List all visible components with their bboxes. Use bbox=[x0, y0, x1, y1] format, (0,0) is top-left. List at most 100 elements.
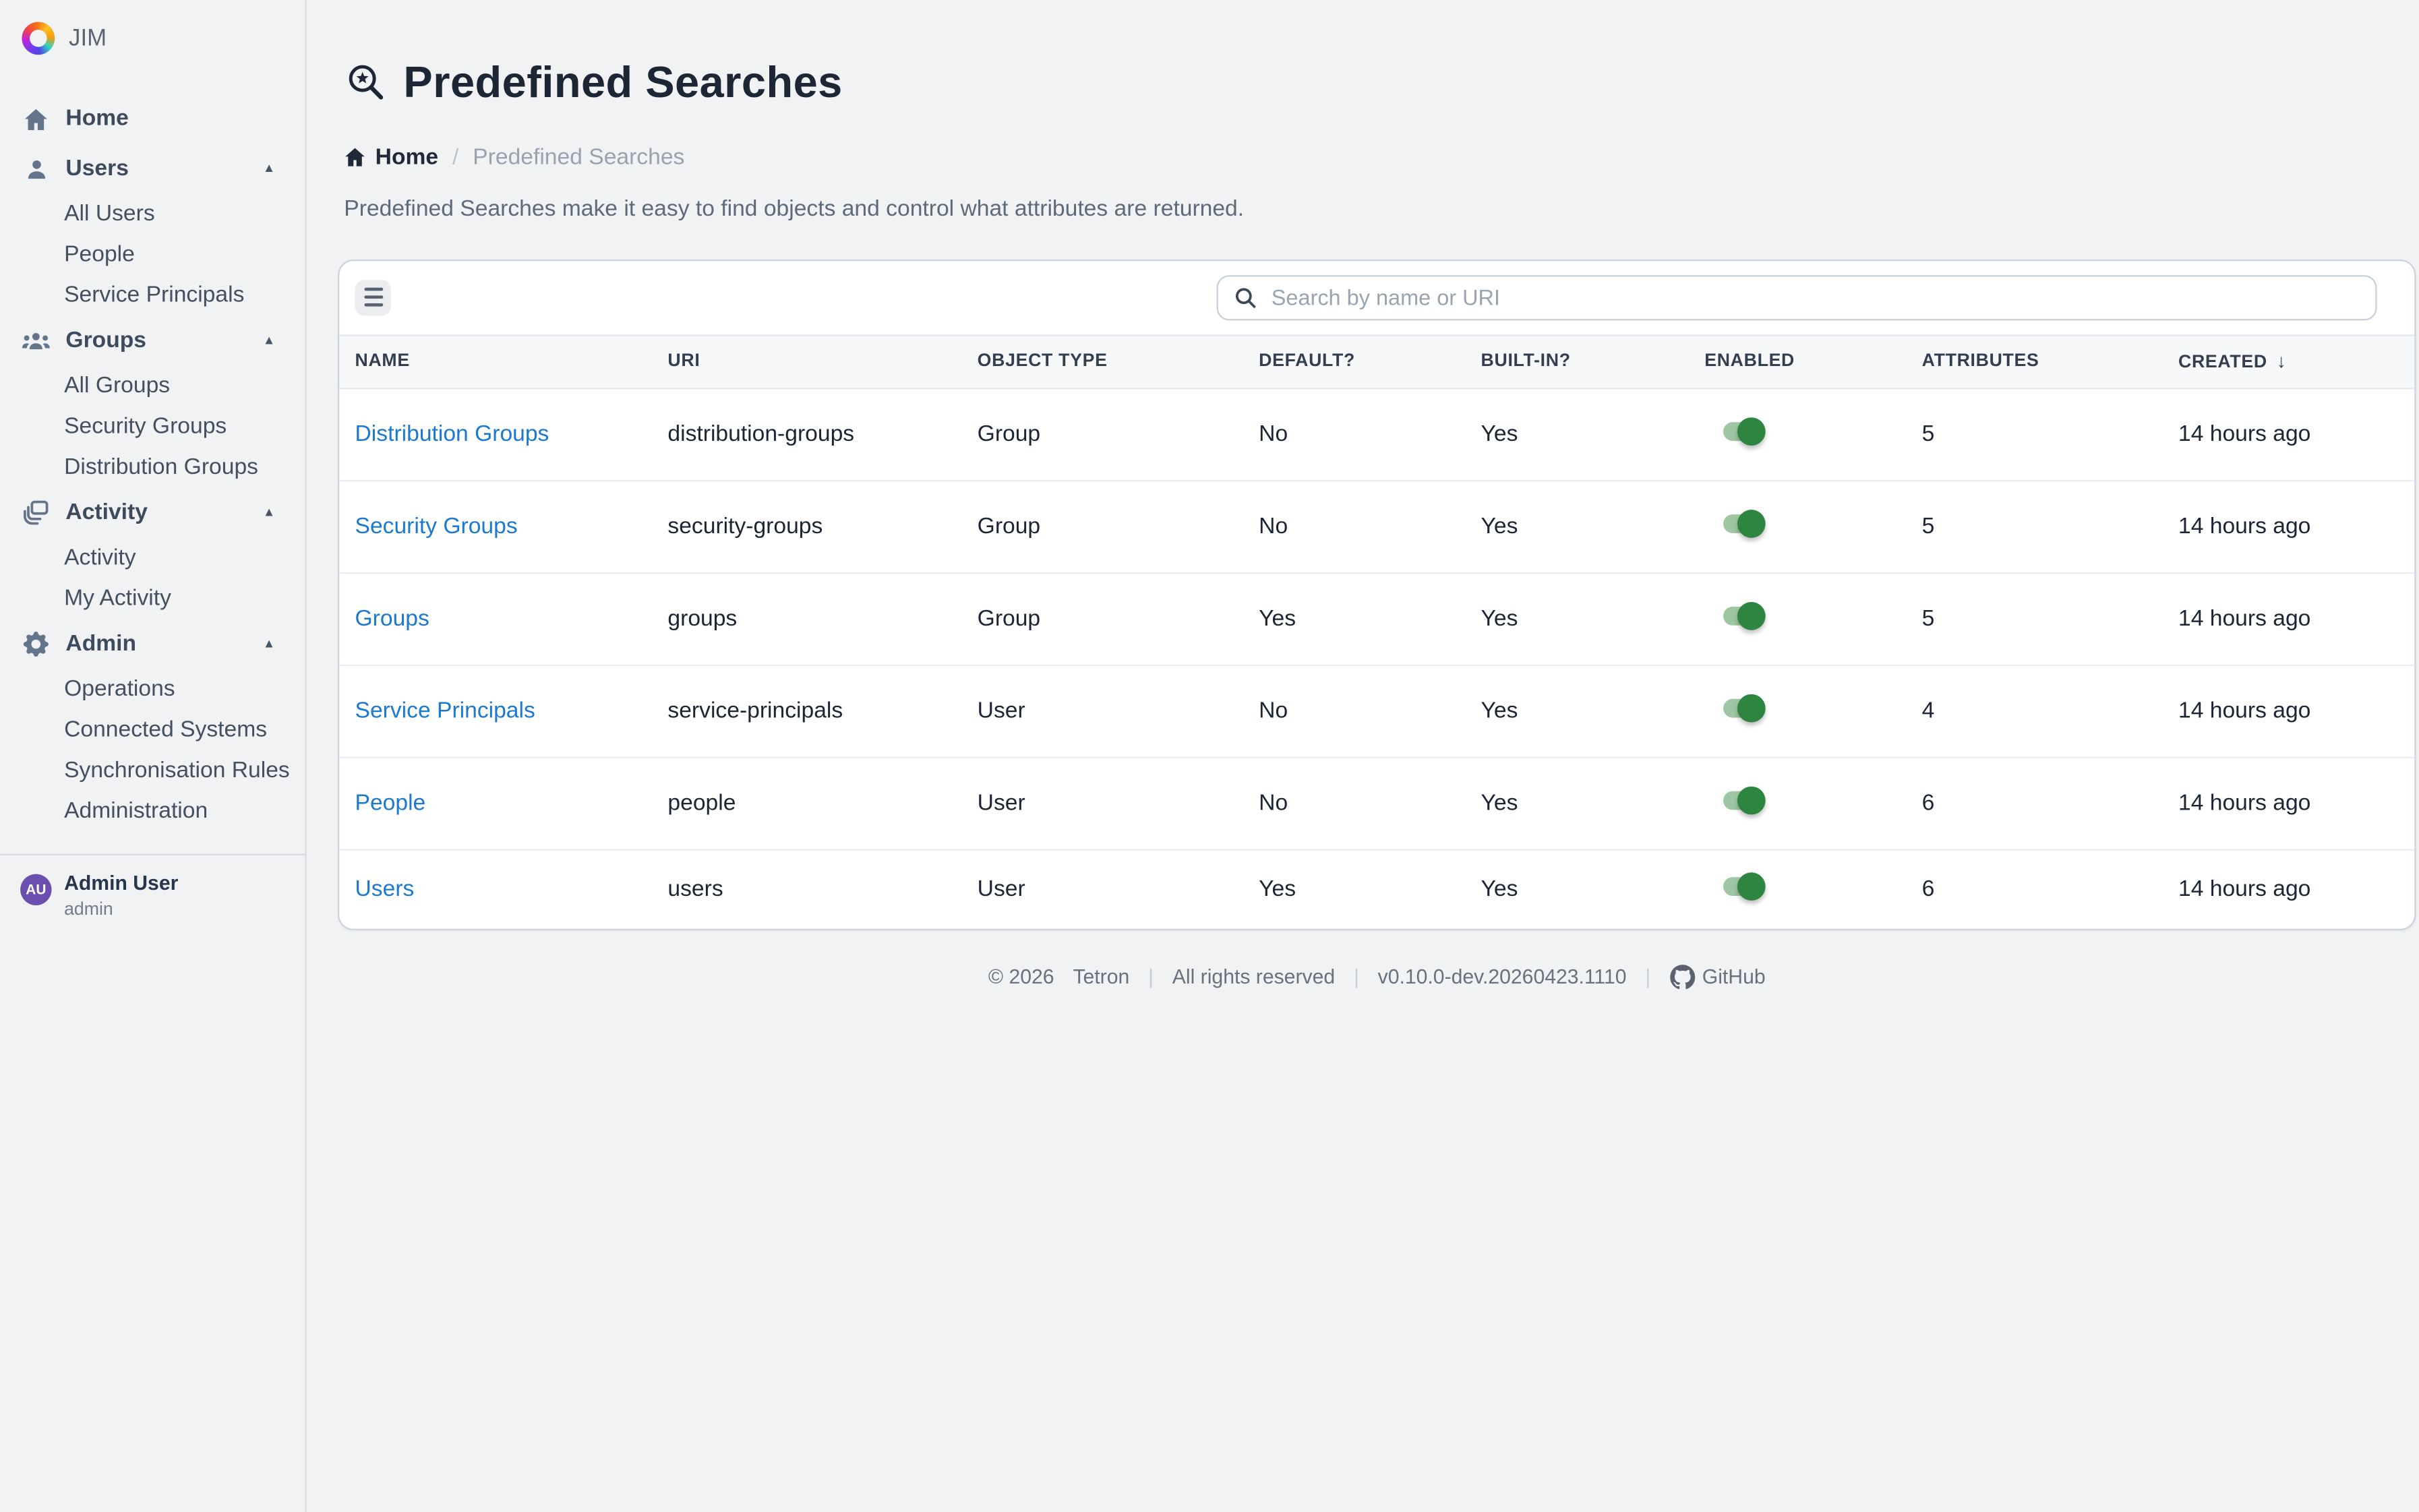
column-header-object-type[interactable]: OBJECT TYPE bbox=[977, 351, 1108, 371]
toggle-knob bbox=[1737, 693, 1766, 722]
row-uri: distribution-groups bbox=[667, 421, 855, 447]
predefined-searches-card: NAME URI OBJECT TYPE DEFAULT? BUILT-IN? ENABL… bbox=[338, 258, 2416, 930]
search-input[interactable] bbox=[1216, 274, 2377, 320]
enabled-toggle[interactable] bbox=[1723, 417, 1766, 445]
footer-copyright: © 2026 bbox=[988, 965, 1054, 988]
row-object-type: User bbox=[977, 876, 1025, 902]
row-name-link[interactable]: Security Groups bbox=[355, 513, 518, 539]
row-object-type: User bbox=[977, 790, 1025, 816]
sidebar-item-all-users[interactable]: All Users bbox=[64, 202, 155, 227]
row-created: 14 hours ago bbox=[2178, 790, 2311, 816]
row-default: No bbox=[1259, 698, 1288, 723]
hamburger-icon bbox=[363, 287, 383, 291]
app-logo-icon bbox=[22, 22, 55, 55]
sidebar-item-service-principals[interactable]: Service Principals bbox=[64, 282, 245, 308]
enabled-toggle[interactable] bbox=[1723, 693, 1766, 722]
search-icon bbox=[1235, 287, 1256, 307]
github-link[interactable]: GitHub bbox=[1669, 963, 1766, 989]
enabled-toggle[interactable] bbox=[1723, 601, 1766, 630]
sidebar-item-activity[interactable]: Activity bbox=[64, 545, 136, 571]
user-icon bbox=[22, 157, 50, 181]
enabled-toggle[interactable] bbox=[1723, 872, 1766, 900]
row-uri: people bbox=[667, 790, 736, 816]
chevron-up-icon[interactable]: ▲ bbox=[262, 636, 276, 651]
sort-descending-icon: ↓ bbox=[2276, 350, 2287, 373]
footer-rights: All rights reserved bbox=[1172, 965, 1336, 988]
sidebar-item-groups[interactable]: Groups ▲ bbox=[0, 316, 305, 366]
row-name-link[interactable]: Groups bbox=[355, 605, 429, 631]
home-icon bbox=[22, 107, 50, 131]
footer-separator: | bbox=[1148, 965, 1154, 988]
sidebar-item-home[interactable]: Home bbox=[0, 94, 305, 144]
chevron-up-icon[interactable]: ▲ bbox=[262, 333, 276, 347]
row-object-type: Group bbox=[977, 513, 1041, 539]
row-object-type: Group bbox=[977, 421, 1041, 447]
enabled-toggle[interactable] bbox=[1723, 508, 1766, 537]
gear-icon bbox=[22, 632, 50, 657]
column-header-uri[interactable]: URI bbox=[667, 351, 700, 371]
column-header-built-in[interactable]: BUILT-IN? bbox=[1481, 351, 1571, 371]
row-uri: service-principals bbox=[667, 698, 843, 723]
row-attributes: 6 bbox=[1921, 790, 1935, 816]
sidebar-item-all-groups[interactable]: All Groups bbox=[64, 373, 171, 399]
row-name-link[interactable]: Users bbox=[355, 876, 415, 902]
chevron-up-icon[interactable]: ▲ bbox=[262, 160, 276, 175]
row-attributes: 4 bbox=[1921, 698, 1935, 723]
sidebar-item-security-groups[interactable]: Security Groups bbox=[64, 414, 227, 440]
sidebar-item-distribution-groups[interactable]: Distribution Groups bbox=[64, 454, 258, 481]
sidebar-item-label: Admin bbox=[65, 632, 137, 657]
sidebar-item-synchronisation-rules[interactable]: Synchronisation Rules bbox=[64, 758, 290, 784]
toggle-knob bbox=[1737, 417, 1766, 445]
row-name-link[interactable]: Service Principals bbox=[355, 698, 535, 723]
row-attributes: 5 bbox=[1921, 605, 1935, 631]
page-description: Predefined Searches make it easy to find… bbox=[344, 196, 1245, 222]
row-built-in: Yes bbox=[1481, 421, 1518, 447]
sidebar-item-operations[interactable]: Operations bbox=[64, 677, 175, 702]
sidebar-item-administration[interactable]: Administration bbox=[64, 799, 208, 824]
row-built-in: Yes bbox=[1481, 876, 1518, 902]
sidebar-item-admin[interactable]: Admin ▲ bbox=[0, 619, 305, 669]
avatar: AU bbox=[20, 874, 52, 905]
row-created: 14 hours ago bbox=[2178, 421, 2311, 447]
page-title: Predefined Searches bbox=[344, 55, 2416, 111]
breadcrumb-home-link[interactable]: Home bbox=[344, 145, 438, 170]
brand[interactable]: JIM bbox=[0, 20, 305, 56]
row-name-link[interactable]: Distribution Groups bbox=[355, 421, 549, 447]
table-row: Groups groups Group Yes Yes 5 14 hours a… bbox=[339, 571, 2415, 664]
table-row: People people User No Yes 6 14 hours ago bbox=[339, 756, 2415, 849]
toggle-knob bbox=[1737, 872, 1766, 900]
page-title-text: Predefined Searches bbox=[403, 57, 843, 107]
row-object-type: User bbox=[977, 698, 1025, 723]
sidebar-item-my-activity[interactable]: My Activity bbox=[64, 586, 171, 611]
sidebar-divider bbox=[0, 853, 305, 855]
search-box bbox=[1216, 274, 2377, 320]
row-default: No bbox=[1259, 513, 1288, 539]
row-created: 14 hours ago bbox=[2178, 876, 2311, 902]
toggle-knob bbox=[1737, 785, 1766, 814]
sidebar-item-activity[interactable]: Activity ▲ bbox=[0, 488, 305, 538]
sidebar-item-label: Home bbox=[65, 106, 129, 131]
sidebar-item-users[interactable]: Users ▲ bbox=[0, 144, 305, 193]
enabled-toggle[interactable] bbox=[1723, 785, 1766, 814]
column-header-attributes[interactable]: ATTRIBUTES bbox=[1921, 351, 2039, 371]
user-profile[interactable]: AU Admin User admin bbox=[0, 855, 305, 919]
row-built-in: Yes bbox=[1481, 605, 1518, 631]
github-label: GitHub bbox=[1702, 965, 1766, 988]
column-header-created[interactable]: CREATED ↓ bbox=[2178, 350, 2287, 373]
row-created: 14 hours ago bbox=[2178, 698, 2311, 723]
row-object-type: Group bbox=[977, 605, 1041, 631]
chevron-up-icon[interactable]: ▲ bbox=[262, 505, 276, 520]
row-name-link[interactable]: People bbox=[355, 790, 426, 816]
column-header-enabled[interactable]: ENABLED bbox=[1704, 351, 1795, 371]
sidebar-item-people[interactable]: People bbox=[64, 242, 135, 268]
sidebar-item-label: Users bbox=[65, 156, 129, 182]
column-header-name[interactable]: NAME bbox=[355, 351, 410, 371]
footer-separator: | bbox=[1353, 965, 1359, 988]
sidebar-nav: Home Users ▲ All Users People Service Prin… bbox=[0, 94, 305, 832]
menu-button[interactable] bbox=[355, 279, 391, 315]
column-header-default[interactable]: DEFAULT? bbox=[1259, 351, 1356, 371]
row-built-in: Yes bbox=[1481, 790, 1518, 816]
row-created: 14 hours ago bbox=[2178, 605, 2311, 631]
predefined-search-icon bbox=[349, 65, 384, 100]
sidebar-item-connected-systems[interactable]: Connected Systems bbox=[64, 717, 268, 743]
